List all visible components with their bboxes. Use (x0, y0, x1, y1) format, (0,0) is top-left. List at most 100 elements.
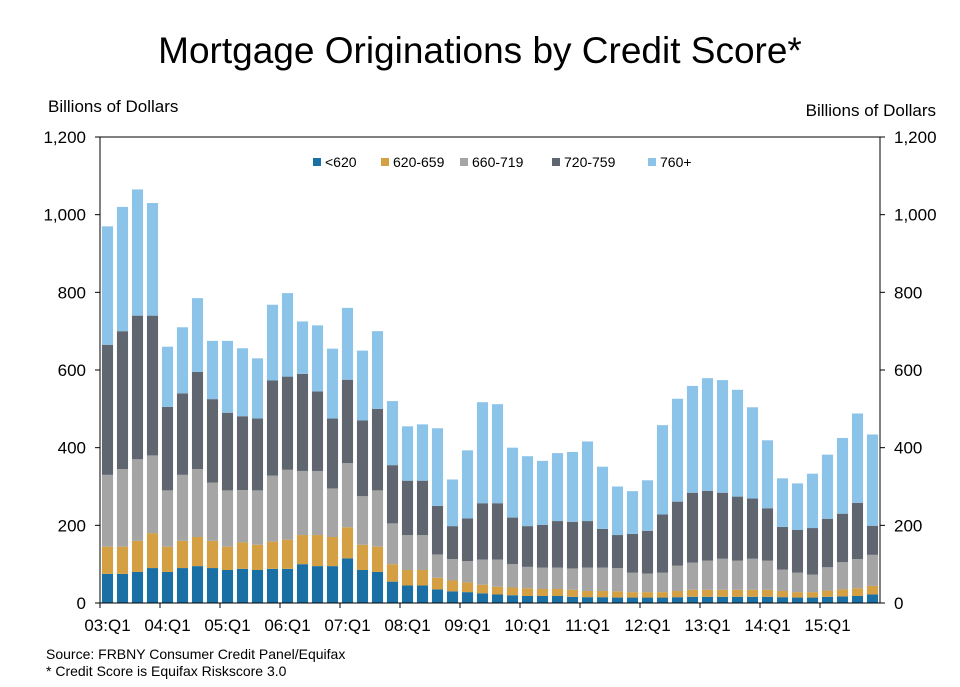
bar-segment-0-1 (116, 573, 129, 604)
bar-segment-2-39 (686, 562, 699, 590)
bar-segment-4-17 (356, 350, 369, 421)
bar-segment-2-51 (866, 554, 879, 586)
bar-segment-1-5 (176, 540, 189, 569)
bar-segment-0-25 (476, 593, 489, 603)
bar-segment-2-29 (536, 567, 549, 590)
bar-segment-2-49 (836, 562, 849, 590)
bar-segment-0-46 (791, 597, 804, 603)
bar-segment-3-36 (641, 530, 654, 574)
x-tick-label: 10:Q1 (504, 616, 550, 635)
bar-segment-2-22 (431, 554, 444, 578)
bar-segment-1-42 (731, 589, 744, 597)
x-tick-label: 14:Q1 (744, 616, 790, 635)
x-tick-label: 08:Q1 (384, 616, 430, 635)
bar-segment-3-11 (266, 380, 279, 476)
bar-segment-0-20 (401, 585, 414, 603)
bar-segment-0-28 (521, 596, 534, 603)
bar-segment-2-35 (626, 572, 639, 593)
bar-segment-1-4 (161, 546, 174, 572)
bar-segment-1-10 (251, 544, 264, 570)
bar-segment-2-16 (341, 463, 354, 528)
bar-segment-1-47 (806, 592, 819, 598)
bar-segment-3-21 (416, 480, 429, 536)
bar-segment-3-48 (821, 518, 834, 568)
bar-segment-3-14 (311, 391, 324, 471)
bar-segment-1-11 (266, 541, 279, 569)
bar-segment-1-32 (581, 590, 594, 598)
bar-segment-2-46 (791, 572, 804, 593)
bar-segment-1-37 (656, 592, 669, 598)
chart-title: Mortgage Originations by Credit Score* (158, 30, 802, 71)
x-tick-label: 05:Q1 (204, 616, 250, 635)
bar-segment-4-19 (386, 401, 399, 466)
bar-segment-2-5 (176, 474, 189, 541)
y-tick-label-right: 200 (894, 516, 922, 535)
bar-segment-4-49 (836, 437, 849, 514)
bar-segment-1-7 (206, 540, 219, 569)
bar-segment-3-4 (161, 406, 174, 491)
bar-segment-2-44 (761, 560, 774, 590)
bar-segment-1-22 (431, 577, 444, 590)
bar-segment-0-47 (806, 597, 819, 603)
legend-label-3: 720-759 (564, 154, 616, 170)
bar-segment-4-30 (551, 453, 564, 522)
bar-segment-1-26 (491, 586, 504, 595)
bar-segment-2-36 (641, 573, 654, 593)
y-tick-label-right: 0 (894, 594, 903, 613)
bar-segment-4-10 (251, 358, 264, 419)
bar-segment-4-42 (731, 389, 744, 497)
bar-segment-4-36 (641, 480, 654, 531)
bar-segment-0-31 (566, 596, 579, 603)
bar-segment-4-2 (131, 189, 144, 316)
bar-segment-0-22 (431, 589, 444, 603)
bar-segment-0-32 (581, 597, 594, 603)
bar-segment-3-3 (146, 315, 159, 456)
bar-segment-0-29 (536, 596, 549, 603)
bar-segment-3-34 (611, 535, 624, 569)
bar-segment-2-24 (461, 561, 474, 583)
bar-segment-2-25 (476, 559, 489, 585)
bar-segment-0-45 (776, 597, 789, 603)
bar-segment-3-13 (296, 373, 309, 471)
bar-segment-2-21 (416, 535, 429, 570)
y-tick-label-right: 800 (894, 283, 922, 302)
bar-segment-0-21 (416, 585, 429, 603)
bar-segment-3-29 (536, 524, 549, 568)
bar-segment-3-16 (341, 379, 354, 464)
bar-segment-2-2 (131, 459, 144, 541)
bar-segment-3-43 (746, 498, 759, 559)
bar-segment-3-35 (626, 533, 639, 573)
bar-segment-4-16 (341, 307, 354, 380)
bar-segment-3-15 (326, 418, 339, 489)
bar-segment-1-39 (686, 589, 699, 597)
legend-label-2: 660-719 (472, 154, 524, 170)
bar-segment-0-12 (281, 568, 294, 603)
bar-segment-2-43 (746, 558, 759, 590)
y-axis-title-left: Billions of Dollars (48, 97, 179, 116)
bar-segment-4-29 (536, 460, 549, 525)
bar-segment-3-6 (191, 371, 204, 470)
bar-segment-4-8 (221, 340, 234, 413)
bar-segment-3-50 (851, 502, 864, 560)
bar-segment-0-9 (236, 568, 249, 603)
bar-segment-1-46 (791, 592, 804, 598)
bar-segment-4-20 (401, 426, 414, 481)
bar-segment-2-0 (101, 474, 114, 547)
bar-segment-2-20 (401, 535, 414, 570)
bar-segment-0-17 (356, 569, 369, 603)
bar-segment-1-1 (116, 546, 129, 574)
bar-segment-4-35 (626, 491, 639, 534)
bar-segment-2-37 (656, 572, 669, 593)
bar-segment-2-31 (566, 568, 579, 590)
bar-segment-1-48 (821, 590, 834, 597)
bar-segment-0-24 (461, 592, 474, 603)
bar-segment-1-15 (326, 536, 339, 567)
footnote: * Credit Score is Equifax Riskscore 3.0 (46, 663, 287, 679)
bar-segment-0-36 (641, 597, 654, 603)
bar-segment-4-21 (416, 424, 429, 481)
bar-segment-3-32 (581, 521, 594, 568)
bar-segment-2-40 (701, 560, 714, 590)
bar-segment-1-3 (146, 533, 159, 569)
y-tick-label-left: 800 (58, 283, 86, 302)
